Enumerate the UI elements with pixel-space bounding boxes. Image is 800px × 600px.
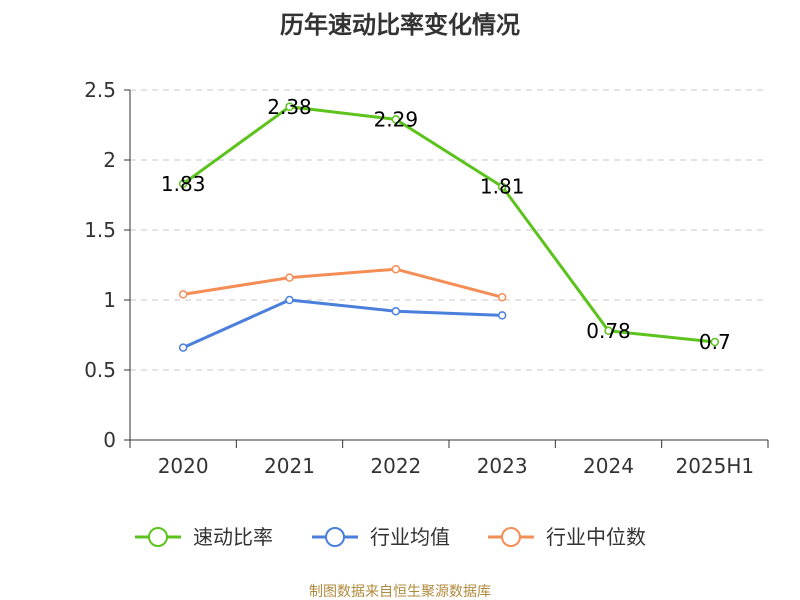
data-point [391, 115, 401, 124]
y-tick-label: 1 [103, 288, 116, 312]
data-point [178, 343, 188, 352]
y-tick-label: 2.5 [84, 78, 116, 102]
data-point [497, 292, 507, 302]
data-point [497, 182, 507, 191]
axes: 0 0.5 1 1.5 2 2.5 2020 2021 2022 2023 2024 2025H1 [84, 78, 769, 478]
x-tick-label: 2020 [158, 454, 209, 478]
x-tick-label: 2023 [477, 454, 528, 478]
legend-label: 行业均值 [370, 525, 450, 549]
data-point [178, 179, 188, 189]
data-label: 0.78 [586, 319, 631, 343]
data-point [178, 290, 188, 299]
series-line-3 [182, 267, 503, 299]
y-tick-label: 0 [103, 428, 116, 452]
y-tick-label: 2 [103, 148, 116, 172]
series-layer [178, 102, 720, 352]
data-label: 2.29 [374, 107, 419, 131]
legend-swatch-marker [501, 527, 521, 547]
series-line-1 [182, 105, 715, 344]
grid-lines [130, 89, 768, 371]
legend-item: 速动比率 [135, 525, 273, 549]
data-point [391, 306, 401, 316]
legend-item: 行业中位数 [488, 525, 646, 549]
legend-item: 行业均值 [312, 525, 450, 549]
data-point [285, 295, 294, 305]
chart-title: 历年速动比率变化情况 [280, 11, 520, 39]
data-labels: 1.83 2.38 2.29 1.81 0.78 0.7 [161, 95, 731, 354]
legend: 速动比率 行业均值 行业中位数 [135, 525, 646, 549]
data-point [285, 273, 294, 282]
y-tick-label: 0.5 [84, 358, 116, 382]
series-line-2 [182, 298, 503, 349]
x-tick-label: 2022 [370, 454, 421, 478]
data-point [285, 102, 294, 112]
data-label: 0.7 [699, 330, 731, 354]
data-point [497, 311, 507, 320]
legend-swatch-marker [148, 527, 168, 547]
data-label: 2.38 [267, 95, 312, 119]
legend-label: 速动比率 [193, 525, 273, 549]
x-tick-label: 2024 [583, 454, 634, 478]
x-tick-label: 2021 [264, 454, 315, 478]
data-label: 1.83 [161, 172, 206, 196]
data-label: 1.81 [480, 175, 525, 199]
legend-swatch-marker [325, 527, 345, 547]
data-point [710, 337, 720, 347]
y-tick-label: 1.5 [84, 218, 116, 242]
source-note: 制图数据来自恒生聚源数据库 [309, 584, 491, 600]
data-point [391, 264, 401, 274]
legend-label: 行业中位数 [546, 525, 646, 549]
data-point [604, 326, 613, 336]
x-tick-label: 2025H1 [675, 454, 754, 478]
